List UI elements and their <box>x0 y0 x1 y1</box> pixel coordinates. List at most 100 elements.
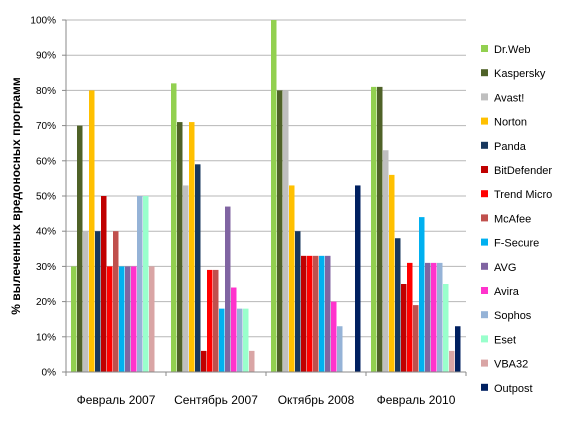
bar <box>313 255 319 372</box>
y-tick-label: 20% <box>36 297 56 308</box>
legend-label: Outpost <box>494 383 533 395</box>
y-tick-label: 80% <box>36 86 56 97</box>
legend-label: Dr.Web <box>494 44 530 56</box>
bar <box>301 255 307 372</box>
axes <box>65 20 467 376</box>
y-tick-label: 10% <box>36 332 56 343</box>
legend-label: Norton <box>494 117 527 129</box>
bar <box>143 196 149 372</box>
bar <box>207 269 213 372</box>
bar <box>213 269 219 372</box>
legend-label: BitDefender <box>494 165 552 177</box>
bar <box>71 266 77 372</box>
y-tick-label: 40% <box>36 227 56 238</box>
legend-swatch <box>481 117 488 125</box>
bar <box>89 90 95 373</box>
bar <box>131 266 137 372</box>
bar <box>295 231 301 372</box>
y-tick-label: 70% <box>36 121 56 132</box>
legend-swatch <box>481 238 488 246</box>
legend-swatch <box>481 214 488 222</box>
bar <box>231 287 237 372</box>
x-axis-categories: Февраль 2007 Сентябрь 2007 Октябрь 2008 Фев… <box>77 393 456 407</box>
bar <box>271 20 277 372</box>
legend-label: VBA32 <box>494 359 528 371</box>
bar <box>249 350 255 372</box>
bar <box>449 350 455 372</box>
x-category-label: Февраль 2010 <box>377 393 456 407</box>
y-tick-label: 90% <box>36 51 56 62</box>
legend-swatch <box>481 383 488 391</box>
bar <box>443 284 449 372</box>
bar <box>371 86 377 372</box>
legend-swatch <box>481 190 488 198</box>
bar <box>355 185 361 372</box>
bar <box>277 90 283 373</box>
bar <box>107 266 113 372</box>
legend-swatch <box>481 311 488 319</box>
bar <box>201 350 207 372</box>
legend-swatch <box>481 359 488 367</box>
y-axis-ticks: 0% 10% 20% 30% 40% 50% 60% 70% 80% 90% 100% <box>30 16 56 379</box>
bar <box>95 231 101 372</box>
bar <box>307 255 313 372</box>
legend-swatch <box>481 335 488 343</box>
bar <box>283 90 289 373</box>
legend: Dr.Web Kaspersky Avast! Norton Panda BitDefen… <box>481 44 552 395</box>
legend-label: F-Secure <box>494 238 539 250</box>
bar <box>337 326 343 372</box>
legend-label: Trend Micro <box>494 189 552 201</box>
legend-swatch <box>481 166 488 173</box>
bar <box>149 266 155 372</box>
bars <box>71 20 461 373</box>
legend-label: Eset <box>494 334 516 346</box>
bar <box>455 326 461 372</box>
bar <box>401 284 407 372</box>
bar <box>237 308 243 372</box>
y-tick-label: 50% <box>36 192 56 203</box>
legend-swatch <box>481 287 488 294</box>
bar <box>407 262 413 372</box>
legend-swatch <box>481 141 488 149</box>
bar <box>195 164 201 372</box>
bar <box>419 217 425 372</box>
legend-label: Sophos <box>494 310 532 322</box>
y-tick-label: 0% <box>42 368 57 379</box>
bar <box>319 255 325 372</box>
bar <box>219 308 225 372</box>
bar <box>425 262 431 372</box>
bar <box>189 122 195 372</box>
x-category-label: Октябрь 2008 <box>278 393 355 407</box>
bar <box>101 196 107 372</box>
y-tick-label: 30% <box>36 262 56 273</box>
bar <box>413 305 419 372</box>
y-axis-title: % вылеченных вредоносных программ <box>9 77 23 315</box>
bar <box>119 266 125 372</box>
bar <box>437 262 443 372</box>
y-tick-label: 60% <box>36 156 56 167</box>
bar <box>389 174 395 372</box>
legend-swatch <box>481 45 488 52</box>
bar <box>377 86 383 372</box>
bar <box>183 185 189 372</box>
bar <box>243 308 249 372</box>
bar <box>431 262 437 372</box>
legend-swatch <box>481 262 488 270</box>
x-category-label: Февраль 2007 <box>77 393 156 407</box>
bar <box>331 301 337 372</box>
bar <box>395 238 401 372</box>
bar <box>325 255 331 372</box>
legend-label: Avast! <box>494 92 524 104</box>
bar <box>125 266 131 372</box>
legend-label: Avira <box>494 286 520 298</box>
legend-swatch <box>481 93 488 101</box>
bar <box>83 231 89 372</box>
bar <box>113 231 119 372</box>
legend-label: AVG <box>494 262 516 274</box>
bar <box>137 196 143 372</box>
x-category-label: Сентябрь 2007 <box>174 393 258 407</box>
bar <box>77 125 83 372</box>
bar <box>383 150 389 372</box>
